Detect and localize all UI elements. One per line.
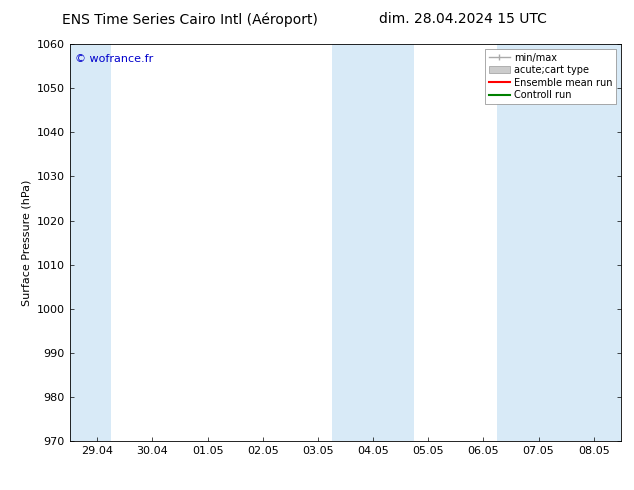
Bar	[332, 44, 415, 441]
Legend: min/max, acute;cart type, Ensemble mean run, Controll run: min/max, acute;cart type, Ensemble mean …	[485, 49, 616, 104]
Text: dim. 28.04.2024 15 UTC: dim. 28.04.2024 15 UTC	[379, 12, 547, 26]
Text: ENS Time Series Cairo Intl (Aéroport): ENS Time Series Cairo Intl (Aéroport)	[62, 12, 318, 27]
Bar	[497, 44, 621, 441]
Y-axis label: Surface Pressure (hPa): Surface Pressure (hPa)	[21, 179, 31, 306]
Bar	[70, 44, 111, 441]
Text: © wofrance.fr: © wofrance.fr	[75, 54, 153, 64]
